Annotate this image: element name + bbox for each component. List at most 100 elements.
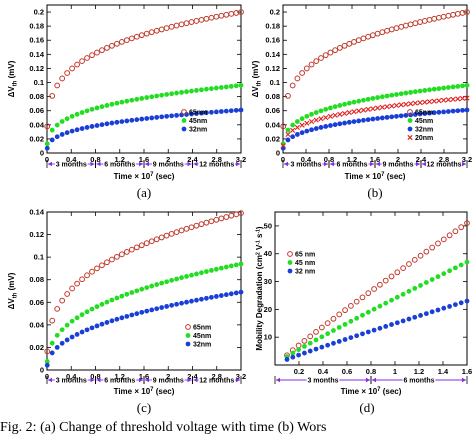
y-tick-label: 0.08 xyxy=(29,275,44,284)
month-span-arrow xyxy=(236,161,240,167)
data-point-32nm xyxy=(99,122,105,128)
series-32nm xyxy=(44,289,244,368)
data-point-45nm xyxy=(460,83,465,89)
data-point-65nm xyxy=(113,40,120,47)
y-tick-label: 50 xyxy=(264,221,272,230)
data-point-32nm xyxy=(218,293,224,298)
month-span-arrow xyxy=(187,161,192,167)
data-point-65nm xyxy=(89,52,95,59)
legend-label: 65nm xyxy=(193,325,211,332)
data-point-45nm xyxy=(389,92,395,98)
data-point-45nm xyxy=(181,118,187,123)
data-point-65nm xyxy=(74,61,80,68)
chart-panel-b: 0 0.02 0.04 0.06 0.08 0.1 0.12 0.14 0.16 0.18 0.2 0… xyxy=(251,4,472,200)
month-span-arrow xyxy=(145,161,149,167)
month-span-label: 6 months xyxy=(104,378,135,385)
data-point-32nm xyxy=(284,357,290,362)
data-point-32nm xyxy=(184,112,189,117)
data-point-45nm xyxy=(149,94,155,100)
data-point-32nm xyxy=(134,311,140,317)
data-point-45nm xyxy=(209,267,214,273)
data-point-65nm xyxy=(435,240,441,247)
data-point-32nm xyxy=(313,346,319,352)
data-point-65nm xyxy=(64,291,71,297)
month-span-arrow xyxy=(462,161,466,167)
data-point-65nm xyxy=(346,40,353,47)
data-point-45nm xyxy=(54,332,60,338)
data-point-45nm xyxy=(59,327,65,333)
x-tick-label: 1.6 xyxy=(370,155,380,164)
data-point-45nm xyxy=(199,87,204,93)
data-point-65nm xyxy=(446,232,453,239)
data-point-65nm xyxy=(440,236,447,243)
data-point-32nm xyxy=(164,113,170,119)
data-point-65nm xyxy=(452,228,459,235)
month-span-label: 3 months xyxy=(56,378,87,385)
month-span-label: 12 months xyxy=(199,378,234,385)
data-point-32nm xyxy=(400,318,406,324)
y-tick-label: 0.08 xyxy=(29,92,44,101)
data-point-32nm xyxy=(342,337,348,342)
data-point-45nm xyxy=(184,89,189,95)
data-point-45nm xyxy=(64,322,70,328)
data-point-65nm xyxy=(104,45,110,51)
data-point-45nm xyxy=(348,318,354,324)
data-point-45nm xyxy=(213,266,219,272)
data-point-45nm xyxy=(109,297,115,303)
month-span-row: 3 months 6 months 9 months 12 months xyxy=(46,160,242,169)
data-point-45nm xyxy=(287,260,293,265)
month-span-arrow xyxy=(330,161,334,167)
data-point-45nm xyxy=(159,280,165,286)
x-tick-label: 1.2 xyxy=(115,372,125,381)
data-point-45nm xyxy=(89,106,95,112)
data-point-20nm xyxy=(403,101,409,107)
data-point-65nm xyxy=(54,82,61,89)
y-tick-label: 0.02 xyxy=(29,134,44,143)
data-point-45nm xyxy=(69,113,75,119)
data-point-45nm xyxy=(94,105,100,111)
data-point-32nm xyxy=(44,362,50,368)
month-span-label: 12 months xyxy=(426,162,461,169)
data-point-45nm xyxy=(139,286,145,292)
data-point-32nm xyxy=(403,112,409,118)
data-point-32nm xyxy=(159,305,165,310)
data-point-65nm xyxy=(94,49,100,56)
data-point-20nm xyxy=(318,116,324,122)
data-point-45nm xyxy=(179,275,184,281)
data-point-45nm xyxy=(309,111,314,117)
month-span-arrow xyxy=(422,161,426,167)
data-point-65nm xyxy=(332,47,339,54)
x-tick-label: 2.4 xyxy=(187,155,198,164)
data-point-65nm xyxy=(324,320,331,327)
legend-label: 65nm xyxy=(189,110,207,117)
data-point-45nm xyxy=(64,116,70,122)
data-point-20nm xyxy=(351,109,357,115)
data-point-20nm xyxy=(304,120,310,126)
data-point-20nm xyxy=(337,111,343,117)
data-point-32nm xyxy=(348,335,354,341)
data-point-45nm xyxy=(370,96,376,101)
legend-label: 45nm xyxy=(193,333,211,340)
data-point-45nm xyxy=(342,101,347,107)
data-point-32nm xyxy=(114,119,120,125)
data-point-45nm xyxy=(74,111,80,117)
data-point-32nm xyxy=(181,126,187,132)
data-point-45nm xyxy=(164,92,170,97)
data-point-65nm xyxy=(313,329,319,335)
data-point-45nm xyxy=(54,122,60,128)
data-point-65nm xyxy=(327,49,334,56)
data-point-65nm xyxy=(203,219,210,226)
data-point-45nm xyxy=(294,119,300,124)
data-point-65nm xyxy=(464,220,470,227)
data-point-32nm xyxy=(213,294,219,299)
data-point-32nm xyxy=(337,121,343,127)
data-point-45nm xyxy=(304,113,310,119)
data-point-65nm xyxy=(99,47,105,54)
data-point-45nm xyxy=(149,283,155,289)
data-point-65nm xyxy=(280,123,287,130)
data-point-32nm xyxy=(423,311,429,317)
y-tick-label: 20 xyxy=(264,305,272,314)
data-point-45nm xyxy=(124,291,130,297)
